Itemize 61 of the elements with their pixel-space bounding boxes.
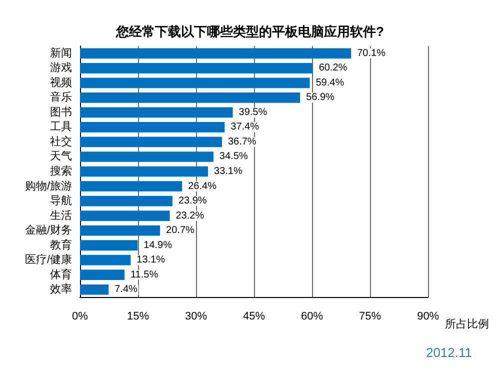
x-tick-label: 60% [301, 310, 324, 322]
y-tick-label: 工具 [50, 121, 72, 134]
bar [80, 210, 170, 221]
data-label: 14.9% [144, 240, 172, 251]
y-tick-label: 游戏 [50, 61, 72, 74]
text: 2012.11 [426, 345, 472, 360]
data-label: 7.4% [114, 284, 138, 296]
y-tick-label: 金融/财务 [24, 224, 72, 237]
y-tick-label: 购物/旅游 [24, 179, 72, 192]
data-label: 20.7% [166, 225, 195, 236]
y-tick-label: 音乐 [50, 90, 72, 104]
bar [80, 181, 182, 192]
y-tick-label: 生活 [50, 208, 72, 222]
data-label: 33.1% [214, 166, 242, 177]
data-label: 60.2% [318, 62, 348, 74]
bar [80, 166, 208, 177]
bar [80, 107, 233, 118]
data-label: 34.5% [219, 151, 248, 162]
y-tick-label: 图书 [50, 105, 72, 118]
data-label: 59.4% [316, 77, 344, 88]
bar [80, 254, 131, 266]
y-tick-label: 天气 [50, 150, 72, 163]
bar [80, 78, 310, 88]
y-tick-label: 视频 [50, 76, 72, 89]
bar [80, 122, 225, 132]
chart-title: 您经常下载以下哪些类型的平板电脑应用软件? [115, 24, 384, 39]
y-tick-label: 教育 [50, 238, 72, 252]
x-tick-label: 90% [417, 310, 440, 322]
data-label: 39.5% [238, 106, 268, 118]
bar [80, 48, 352, 59]
data-label: 11.5% [130, 269, 158, 280]
data-label: 23.2% [176, 210, 204, 222]
x-tick-label: 30% [185, 310, 208, 322]
bar [80, 136, 222, 148]
data-label: 13.1% [136, 254, 166, 266]
data-label: 23.9% [178, 196, 207, 207]
y-tick-label: 新闻 [50, 46, 72, 60]
data-label: 70.1% [357, 48, 386, 59]
x-tick-label: 0% [72, 310, 88, 322]
bar [80, 284, 109, 295]
y-tick-label: 社交 [50, 134, 72, 148]
y-tick-label: 搜索 [50, 164, 72, 178]
y-tick-label: 效率 [50, 282, 72, 296]
x-tick-label: 15% [127, 310, 150, 322]
bar [80, 225, 160, 236]
x-tick-label: 45% [243, 310, 266, 322]
data-label: 36.7% [228, 136, 256, 148]
y-tick-label: 体育 [50, 268, 72, 281]
data-label: 56.9% [306, 92, 335, 104]
bar [80, 240, 138, 250]
bar [80, 196, 172, 206]
x-tick-label: 75% [359, 310, 382, 322]
x-axis-title: 所占比例 [445, 318, 489, 330]
data-label: 26.4% [188, 180, 217, 192]
bar [80, 270, 124, 280]
bar [80, 152, 214, 162]
data-label: 37.4% [230, 122, 260, 133]
y-tick-label: 导航 [50, 194, 72, 208]
bar [80, 92, 300, 103]
y-tick-label: 医疗/健康 [24, 253, 72, 266]
bar [80, 62, 313, 74]
